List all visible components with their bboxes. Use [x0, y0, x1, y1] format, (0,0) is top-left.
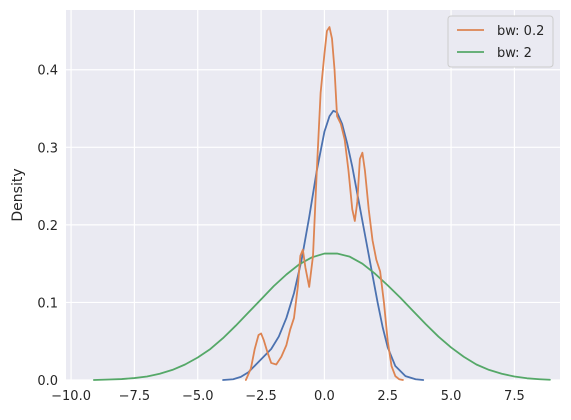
y-tick-label: 0.2 [37, 219, 58, 234]
y-tick-label: 0.3 [37, 141, 58, 156]
x-tick-label: 0.0 [314, 389, 335, 404]
y-axis-label: Density [10, 168, 26, 221]
tick-labels: −10.0 −7.5 −5.0 −2.5 0.0 2.5 5.0 7.5 0.0 0.1 0.2 0.… [37, 64, 524, 404]
x-tick-label: −2.5 [245, 389, 277, 404]
legend: bw: 0.2 bw: 2 [447, 15, 554, 68]
density-line-bw-2 [92, 252, 551, 381]
legend-box [447, 15, 554, 68]
y-tick-label: 0.4 [37, 64, 58, 79]
legend-label-bw-2: bw: 2 [497, 46, 532, 61]
legend-label-bw-0-2: bw: 0.2 [497, 24, 544, 39]
grid-lines [66, 10, 560, 381]
x-tick-label: −5.0 [182, 389, 214, 404]
x-tick-label: 5.0 [441, 389, 462, 404]
y-tick-label: 0.1 [37, 296, 58, 311]
x-tick-label: 2.5 [377, 389, 398, 404]
y-tick-label: 0.0 [37, 374, 58, 389]
density-line-bw-0-2 [244, 26, 404, 381]
x-tick-label: −7.5 [119, 389, 151, 404]
x-tick-label: 7.5 [504, 389, 525, 404]
density-line-unnamed [222, 109, 425, 381]
x-tick-label: −10.0 [51, 389, 91, 404]
series-layer [92, 26, 551, 381]
